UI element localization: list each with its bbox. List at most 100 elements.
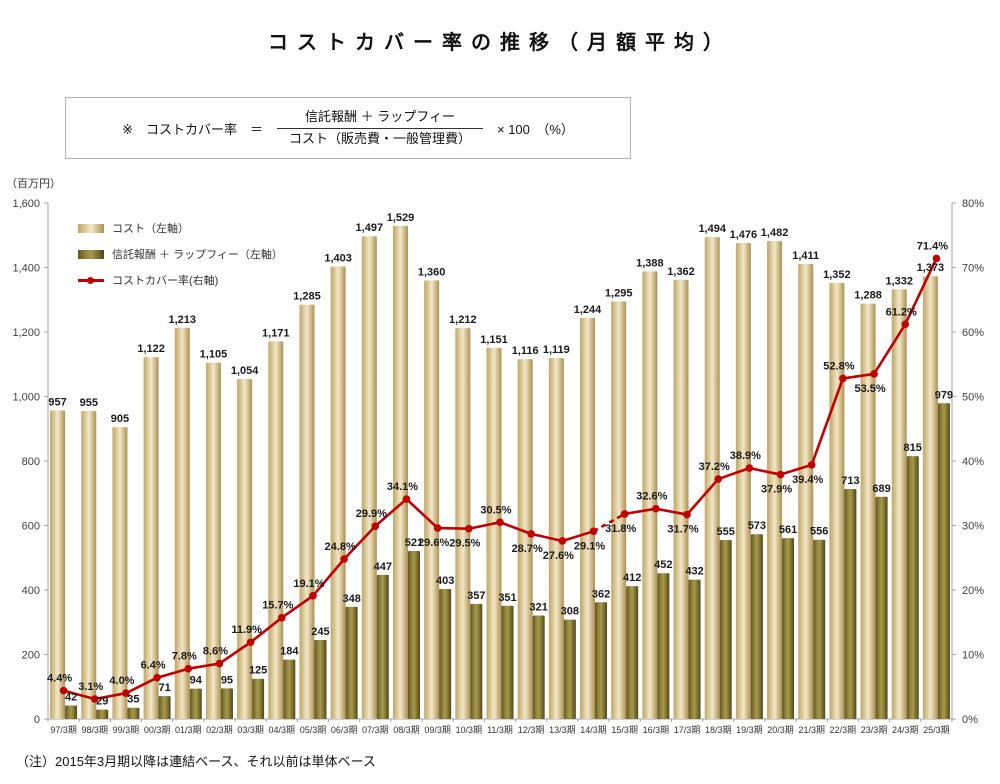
svg-text:30%: 30%	[962, 521, 984, 533]
svg-text:1,288: 1,288	[854, 290, 882, 302]
svg-text:184: 184	[280, 646, 299, 658]
x-axis-labels-group: 97/3期 98/3期 99/3期 00/3期 01/3期 02/3期 03/3期 04/3期…	[50, 725, 949, 735]
svg-text:1,476: 1,476	[730, 229, 758, 241]
svg-text:1,213: 1,213	[169, 314, 197, 326]
svg-text:447: 447	[374, 561, 392, 573]
svg-text:08/3期: 08/3期	[393, 725, 420, 735]
svg-text:40%: 40%	[962, 456, 984, 468]
svg-text:14/3期: 14/3期	[580, 725, 607, 735]
svg-text:80%: 80%	[962, 198, 984, 210]
svg-text:19.1%: 19.1%	[293, 578, 324, 590]
svg-text:1,362: 1,362	[667, 266, 695, 278]
svg-text:3.1%: 3.1%	[78, 681, 103, 693]
svg-text:362: 362	[592, 588, 610, 600]
svg-text:11.9%: 11.9%	[231, 624, 262, 636]
svg-text:400: 400	[22, 585, 40, 597]
svg-text:1,482: 1,482	[761, 227, 789, 239]
svg-text:37.9%: 37.9%	[761, 484, 792, 496]
svg-text:1,000: 1,000	[12, 392, 40, 404]
svg-text:32.6%: 32.6%	[636, 491, 667, 503]
svg-text:06/3期: 06/3期	[331, 725, 358, 735]
svg-text:01/3期: 01/3期	[175, 725, 202, 735]
svg-text:21/3期: 21/3期	[798, 725, 825, 735]
legend-item-rate: コストカバー率(右軸)	[78, 272, 283, 288]
svg-text:15.7%: 15.7%	[262, 600, 293, 612]
formula-suffix: × 100 （%）	[496, 121, 574, 137]
svg-text:600: 600	[22, 521, 40, 533]
svg-text:1,151: 1,151	[480, 334, 508, 346]
svg-text:1,373: 1,373	[917, 262, 945, 274]
svg-text:412: 412	[623, 572, 641, 584]
svg-text:1,244: 1,244	[574, 304, 602, 316]
svg-text:245: 245	[311, 626, 329, 638]
chart-svg: 0 200 400 600 800 1,000 1,200 1,400 1,600 0% 10% 20…	[12, 198, 984, 735]
svg-text:1,400: 1,400	[12, 263, 40, 275]
svg-text:02/3期: 02/3期	[206, 725, 233, 735]
svg-text:60%: 60%	[962, 327, 984, 339]
legend-item-fee: 信託報酬 ＋ ラップフィー（左軸）	[78, 246, 283, 262]
formula-box: ※ コストカバー率 ＝ 信託報酬 ＋ ラップフィー コスト（販売費・一般管理費）…	[65, 97, 631, 159]
svg-text:16/3期: 16/3期	[643, 725, 670, 735]
svg-text:1,403: 1,403	[324, 253, 352, 265]
svg-text:1,212: 1,212	[449, 314, 477, 326]
svg-text:1,352: 1,352	[823, 269, 851, 281]
svg-text:561: 561	[779, 524, 797, 536]
svg-text:25/3期: 25/3期	[923, 725, 950, 735]
rate-line-swatch-icon	[78, 276, 104, 284]
svg-text:31.7%: 31.7%	[667, 524, 698, 536]
svg-text:1,494: 1,494	[698, 223, 726, 235]
svg-text:11/3期: 11/3期	[487, 725, 513, 735]
svg-text:1,171: 1,171	[262, 327, 290, 339]
svg-text:321: 321	[529, 601, 547, 613]
svg-text:8.6%: 8.6%	[203, 646, 228, 658]
svg-text:0: 0	[34, 714, 40, 726]
bars-group	[50, 225, 950, 720]
svg-text:905: 905	[111, 413, 129, 425]
svg-text:573: 573	[748, 520, 766, 532]
svg-text:556: 556	[810, 526, 828, 538]
svg-text:13/3期: 13/3期	[549, 725, 576, 735]
svg-text:39.4%: 39.4%	[792, 474, 823, 486]
formula-fraction: 信託報酬 ＋ ラップフィー コスト（販売費・一般管理費）	[276, 109, 483, 147]
svg-text:955: 955	[80, 397, 98, 409]
svg-text:37.2%: 37.2%	[699, 461, 730, 473]
fee-bar-swatch-icon	[78, 249, 104, 259]
svg-text:29: 29	[96, 696, 108, 708]
footnote: （注）2015年3月期以降は連結ベース、それ以前は単体ベース	[16, 754, 376, 769]
formula-prefix: ※ コストカバー率 ＝	[122, 121, 263, 137]
svg-text:0%: 0%	[962, 714, 978, 726]
svg-text:29.6%: 29.6%	[418, 537, 449, 549]
svg-text:1,360: 1,360	[418, 266, 446, 278]
formula-denominator: コスト（販売費・一般管理費）	[276, 127, 483, 147]
svg-text:1,116: 1,116	[512, 345, 539, 357]
svg-text:99/3期: 99/3期	[113, 725, 140, 735]
svg-text:10%: 10%	[962, 650, 984, 662]
svg-text:1,285: 1,285	[293, 291, 321, 303]
svg-text:19/3期: 19/3期	[736, 725, 763, 735]
svg-text:1,105: 1,105	[200, 349, 228, 361]
svg-text:29.5%: 29.5%	[449, 538, 480, 550]
svg-text:1,200: 1,200	[12, 327, 40, 339]
svg-text:10/3期: 10/3期	[456, 725, 483, 735]
value-labels-group: 957 42 4.4% 955 29 3.1% 905 35 4.0% 1,122 71 6.4% 1,…	[47, 212, 953, 708]
svg-text:357: 357	[467, 590, 485, 602]
svg-text:403: 403	[436, 575, 454, 587]
svg-text:4.0%: 4.0%	[109, 675, 134, 687]
svg-text:12/3期: 12/3期	[518, 725, 545, 735]
svg-text:24/3期: 24/3期	[892, 725, 919, 735]
svg-text:05/3期: 05/3期	[300, 725, 327, 735]
svg-text:957: 957	[48, 396, 66, 408]
svg-text:432: 432	[685, 566, 703, 578]
svg-text:22/3期: 22/3期	[830, 725, 857, 735]
svg-text:1,332: 1,332	[885, 275, 913, 287]
svg-text:30.5%: 30.5%	[480, 504, 511, 516]
svg-text:03/3期: 03/3期	[237, 725, 264, 735]
legend-label-cost: コスト（左軸）	[112, 223, 189, 235]
svg-text:7.8%: 7.8%	[172, 651, 197, 663]
svg-text:18/3期: 18/3期	[705, 725, 732, 735]
svg-text:1,122: 1,122	[137, 343, 165, 355]
legend-label-fee: 信託報酬 ＋ ラップフィー（左軸）	[112, 249, 283, 261]
svg-text:1,054: 1,054	[231, 365, 259, 377]
svg-text:29.9%: 29.9%	[356, 508, 387, 520]
svg-text:20/3期: 20/3期	[767, 725, 794, 735]
